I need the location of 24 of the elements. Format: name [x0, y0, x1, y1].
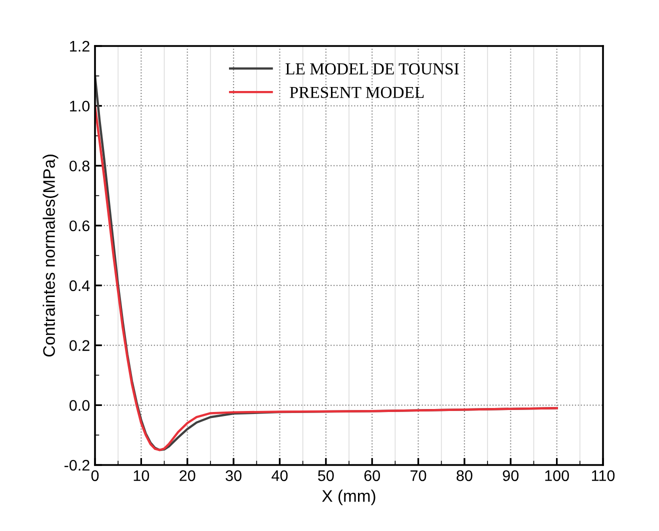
x-tick-label: 50 [318, 470, 334, 482]
x-tick-label: 10 [134, 470, 150, 482]
y-tick-label: 1.0 [70, 100, 90, 112]
y-tick-label: 1.2 [70, 40, 90, 52]
y-tick-label: 0.8 [70, 160, 90, 172]
y-tick-label: 0.4 [70, 280, 90, 292]
x-tick-label: 0 [91, 470, 99, 482]
x-tick-label: 100 [545, 470, 569, 482]
x-tick-label: 110 [592, 470, 615, 482]
y-tick-label: -0.2 [64, 460, 90, 471]
x-tick-label: 30 [226, 470, 242, 482]
x-tick-label: 70 [410, 470, 426, 482]
legend-label: PRESENT MODEL [290, 86, 424, 98]
legend-label: LE MODEL DE TOUNSI [286, 63, 459, 74]
y-tick-label: 0.0 [70, 400, 90, 411]
x-axis-title: X (mm) [322, 490, 376, 506]
y-tick-label: 0.2 [70, 340, 90, 351]
x-tick-label: 90 [502, 470, 519, 482]
x-tick-label: 20 [180, 470, 196, 482]
x-tick-label: 80 [456, 470, 472, 482]
y-tick-label: 0.6 [70, 220, 90, 232]
y-axis-title: Contraintes normales(MPa) [42, 154, 58, 357]
x-tick-label: 40 [272, 470, 288, 482]
x-tick-label: 60 [364, 470, 380, 482]
